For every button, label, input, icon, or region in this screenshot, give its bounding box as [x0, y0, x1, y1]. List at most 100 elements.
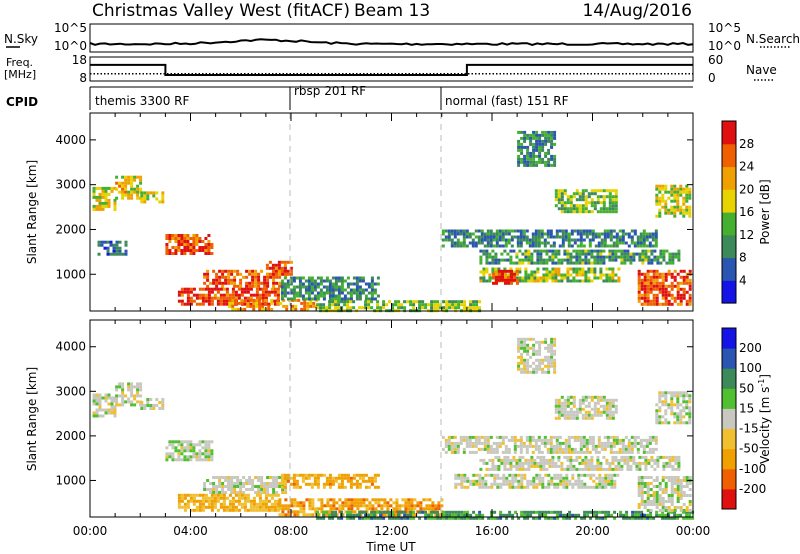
- data-cell: [224, 479, 228, 482]
- data-cell: [340, 279, 344, 283]
- data-cell: [670, 500, 674, 503]
- data-cell: [658, 302, 662, 306]
- data-cell: [581, 252, 585, 256]
- data-cell: [685, 275, 689, 279]
- data-cell: [652, 275, 656, 279]
- data-cell: [625, 510, 629, 514]
- data-cell: [543, 241, 547, 245]
- data-cell: [515, 464, 519, 468]
- data-cell: [258, 505, 262, 509]
- data-cell: [286, 285, 290, 289]
- data-cell: [685, 509, 689, 512]
- data-cell: [146, 404, 150, 407]
- data-cell: [227, 275, 231, 279]
- data-cell: [670, 476, 674, 479]
- data-cell: [456, 232, 460, 236]
- colorbar-tick-label: 16: [739, 205, 754, 219]
- data-cell: [329, 510, 333, 514]
- data-cell: [313, 297, 317, 301]
- data-cell: [566, 210, 570, 214]
- data-cell: [257, 281, 261, 285]
- data-cell: [379, 510, 383, 514]
- data-cell: [534, 444, 538, 448]
- data-cell: [494, 267, 498, 271]
- data-cell: [480, 232, 484, 236]
- data-cell: [529, 482, 533, 486]
- data-cell: [447, 229, 451, 233]
- data-cell: [643, 299, 647, 303]
- data-cell: [248, 482, 252, 485]
- data-cell: [544, 513, 548, 517]
- data-cell: [380, 498, 384, 502]
- data-cell: [291, 304, 295, 308]
- data-cell: [538, 367, 542, 371]
- data-cell: [654, 232, 658, 236]
- data-cell: [207, 452, 211, 456]
- data-cell: [379, 513, 383, 517]
- data-cell: [290, 504, 294, 508]
- data-cell: [308, 513, 312, 517]
- data-cell: [521, 261, 525, 265]
- data-cell: [475, 300, 479, 304]
- data-cell: [560, 395, 564, 399]
- data-cell: [264, 505, 268, 509]
- data-cell: [109, 243, 113, 247]
- data-cell: [682, 214, 686, 218]
- data-cell: [664, 418, 668, 422]
- data-cell: [580, 473, 584, 477]
- data-cell: [334, 300, 338, 304]
- data-cell: [453, 447, 457, 451]
- data-cell: [328, 300, 332, 304]
- data-cell: [537, 235, 541, 239]
- data-cell: [591, 444, 595, 448]
- data-cell: [633, 232, 637, 236]
- data-cell: [192, 499, 196, 503]
- data-cell: [454, 516, 458, 520]
- data-cell: [331, 476, 335, 480]
- data-cell: [621, 450, 625, 454]
- data-cell: [246, 304, 250, 308]
- data-cell: [367, 300, 371, 304]
- data-cell: [522, 441, 526, 445]
- data-cell: [611, 267, 615, 271]
- data-cell: [463, 513, 467, 517]
- data-cell: [326, 504, 330, 508]
- data-cell: [352, 476, 356, 480]
- data-cell: [529, 364, 533, 368]
- data-cell: [104, 399, 108, 403]
- data-cell: [303, 304, 307, 308]
- data-cell: [642, 235, 646, 239]
- data-cell: [479, 467, 483, 471]
- data-cell: [614, 249, 618, 253]
- data-cell: [596, 410, 600, 414]
- data-cell: [409, 510, 413, 514]
- data-cell: [608, 198, 612, 202]
- data-cell: [171, 237, 175, 240]
- data-cell: [541, 142, 545, 146]
- data-cell: [298, 279, 302, 283]
- data-cell: [646, 482, 650, 485]
- data-cell: [572, 276, 576, 280]
- data-cell: [152, 404, 156, 407]
- data-cell: [640, 488, 644, 491]
- data-cell: [442, 306, 446, 310]
- data-cell: [534, 232, 538, 236]
- data-cell: [608, 210, 612, 214]
- data-cell: [556, 516, 560, 520]
- data-cell: [515, 252, 519, 256]
- data-cell: [337, 285, 341, 289]
- data-cell: [255, 508, 259, 512]
- data-cell: [466, 476, 470, 480]
- data-cell: [605, 189, 609, 193]
- data-cell: [547, 510, 551, 514]
- data-cell: [599, 267, 603, 271]
- data-cell: [654, 441, 658, 445]
- data-cell: [486, 232, 490, 236]
- nsky-panel: N.Sky 10^5 10^0 10^5 10^0 N.Search: [4, 21, 800, 53]
- data-cell: [298, 288, 302, 292]
- data-cell: [507, 281, 510, 285]
- data-cell: [474, 450, 478, 454]
- data-cell: [581, 279, 585, 283]
- data-cell: [207, 293, 211, 297]
- data-cell: [688, 284, 692, 288]
